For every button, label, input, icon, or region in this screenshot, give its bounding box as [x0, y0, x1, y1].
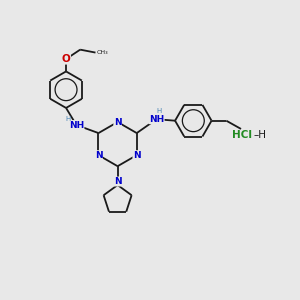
Text: CH₃: CH₃	[97, 50, 109, 55]
Text: NH: NH	[149, 115, 164, 124]
Text: H: H	[157, 108, 162, 114]
Text: H: H	[65, 116, 71, 122]
Text: NH: NH	[69, 121, 84, 130]
Text: HCl: HCl	[232, 130, 252, 140]
Text: –H: –H	[254, 130, 267, 140]
Text: N: N	[114, 177, 122, 186]
Text: O: O	[62, 54, 70, 64]
Text: N: N	[95, 151, 102, 160]
Text: N: N	[133, 151, 140, 160]
Text: N: N	[114, 118, 122, 127]
